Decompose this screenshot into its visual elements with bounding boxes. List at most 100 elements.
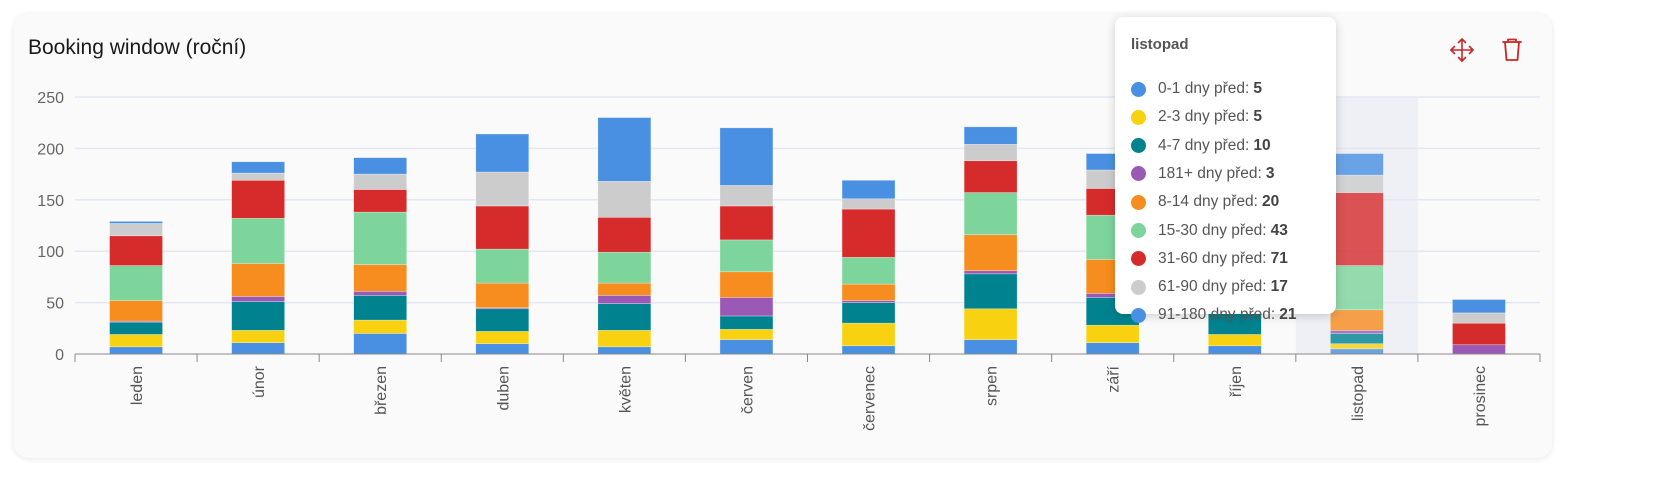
bar-segment[interactable] <box>475 331 530 345</box>
bar-segment[interactable] <box>719 239 774 273</box>
bar-segment[interactable] <box>231 296 285 302</box>
bar-segment[interactable] <box>1330 174 1384 193</box>
bar-segment[interactable] <box>1330 333 1384 345</box>
bar-segment[interactable] <box>719 329 774 340</box>
bar-segment[interactable] <box>597 303 652 331</box>
bar-segment[interactable] <box>1330 192 1384 266</box>
bar-segment[interactable] <box>231 301 285 331</box>
bar-segment[interactable] <box>963 234 1018 272</box>
legend-dot-icon <box>1131 251 1146 267</box>
bar-segment[interactable] <box>475 282 530 309</box>
bar-segment[interactable] <box>1085 324 1140 343</box>
bar-segment[interactable] <box>719 127 774 186</box>
bar-segment[interactable] <box>353 290 408 296</box>
tooltip-value: 43 <box>1270 221 1288 239</box>
bar-segment[interactable] <box>109 300 163 322</box>
bar-segment[interactable] <box>597 282 652 296</box>
bar-segment[interactable] <box>1207 345 1262 355</box>
bar-segment[interactable] <box>353 264 408 292</box>
bar-segment[interactable] <box>231 161 285 174</box>
bar-segment[interactable] <box>1452 299 1506 314</box>
bar-segment[interactable] <box>841 302 896 324</box>
bar-segment[interactable] <box>353 319 408 334</box>
bar-segment[interactable] <box>963 143 1018 162</box>
bar-segment[interactable] <box>109 334 163 348</box>
bar-segment[interactable] <box>1330 348 1384 355</box>
bar-segment[interactable] <box>231 179 285 219</box>
bar-segment[interactable] <box>475 308 530 332</box>
bar-segment[interactable] <box>109 221 163 224</box>
bar-segment[interactable] <box>1452 322 1506 346</box>
bar-segment[interactable] <box>109 346 163 355</box>
bar-segment[interactable] <box>353 157 408 175</box>
move-button[interactable] <box>1448 36 1476 64</box>
bar-segment[interactable] <box>475 205 530 250</box>
bar-segment[interactable] <box>231 342 285 355</box>
bar-segment[interactable] <box>1330 153 1384 176</box>
bar-segment[interactable] <box>963 308 1018 340</box>
bar-segment[interactable] <box>719 297 774 317</box>
bar-segment[interactable] <box>841 179 896 200</box>
bar-segment[interactable] <box>1452 344 1506 355</box>
bar-segment[interactable] <box>963 339 1018 355</box>
bar-segment[interactable] <box>109 265 163 301</box>
bar-segment[interactable] <box>1330 309 1384 331</box>
legend-dot-icon <box>1131 81 1146 97</box>
bar-segment[interactable] <box>475 343 530 355</box>
bar-segment[interactable] <box>475 171 530 207</box>
tooltip-row: 8-14 dny před: 20 <box>1131 191 1279 213</box>
x-tick-label: říjen <box>1228 366 1245 397</box>
bar-segment[interactable] <box>597 330 652 348</box>
bar-segment[interactable] <box>719 205 774 241</box>
bar-segment[interactable] <box>1330 330 1384 334</box>
bar-segment[interactable] <box>841 345 896 355</box>
bar-segment[interactable] <box>963 270 1018 275</box>
delete-button[interactable] <box>1498 36 1526 64</box>
bar-segment[interactable] <box>231 172 285 181</box>
bar-segment[interactable] <box>109 235 163 266</box>
bar-segment[interactable] <box>597 346 652 355</box>
bar-segment[interactable] <box>963 126 1018 145</box>
legend-dot-icon <box>1131 109 1146 125</box>
bar-segment[interactable] <box>109 321 163 335</box>
bar-segment[interactable] <box>719 315 774 330</box>
bar-segment[interactable] <box>963 273 1018 310</box>
x-tick-label: srpen <box>984 366 1001 406</box>
tooltip-label: 4-7 dny před: <box>1158 136 1250 154</box>
bar-segment[interactable] <box>963 160 1018 193</box>
bar-segment[interactable] <box>353 333 408 355</box>
bar-segment[interactable] <box>231 263 285 297</box>
bar-segment[interactable] <box>353 189 408 213</box>
bar-segment[interactable] <box>475 248 530 284</box>
x-tick-label: červenec <box>862 366 879 431</box>
bar-segment[interactable] <box>1085 342 1140 355</box>
bar-segment[interactable] <box>597 216 652 253</box>
bar-segment[interactable] <box>231 218 285 264</box>
bar-segment[interactable] <box>353 211 408 265</box>
bar-segment[interactable] <box>841 300 896 303</box>
bar-segment[interactable] <box>353 295 408 321</box>
bar-segment[interactable] <box>597 180 652 218</box>
bar-segment[interactable] <box>1330 343 1384 350</box>
bar-segment[interactable] <box>841 257 896 285</box>
bar-segment[interactable] <box>597 295 652 304</box>
bar-segment[interactable] <box>231 330 285 343</box>
bar-segment[interactable] <box>109 223 163 237</box>
bar-segment[interactable] <box>719 185 774 207</box>
bar-segment[interactable] <box>719 339 774 355</box>
bar-segment[interactable] <box>841 198 896 210</box>
bar-segment[interactable] <box>841 208 896 258</box>
bar-segment[interactable] <box>1207 334 1262 347</box>
bar-segment[interactable] <box>1452 312 1506 324</box>
tooltip-title: listopad <box>1131 36 1189 53</box>
bar-segment[interactable] <box>353 173 408 190</box>
bar-segment[interactable] <box>1330 265 1384 311</box>
bar-segment[interactable] <box>597 117 652 182</box>
bar-segment[interactable] <box>963 192 1018 236</box>
bar-segment[interactable] <box>597 251 652 284</box>
tooltip-row: 4-7 dny před: 10 <box>1131 135 1271 157</box>
bar-segment[interactable] <box>719 271 774 298</box>
bar-segment[interactable] <box>475 133 530 173</box>
bar-segment[interactable] <box>841 283 896 301</box>
bar-segment[interactable] <box>841 322 896 347</box>
